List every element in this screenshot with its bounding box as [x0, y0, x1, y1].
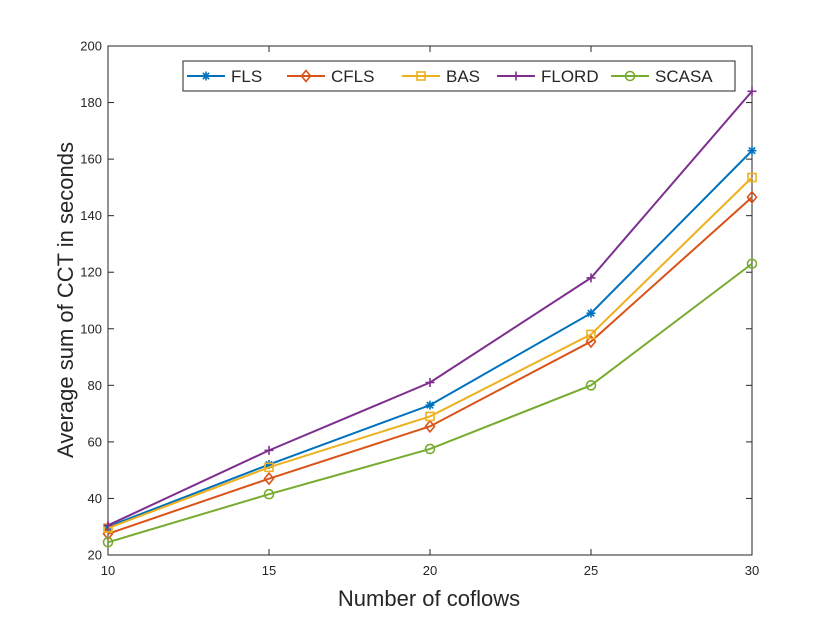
x-tick-label: 10: [101, 563, 115, 578]
x-tick-label: 20: [423, 563, 437, 578]
legend-marker-flord: [511, 71, 521, 81]
data-point-bas: [425, 411, 435, 422]
y-tick-label: 80: [88, 378, 102, 393]
legend: FLS CFLS BAS FLORD SCASA: [182, 60, 736, 92]
y-tick-label: 200: [80, 39, 102, 54]
x-tick-label: 25: [584, 563, 598, 578]
data-point-fls: [586, 308, 596, 318]
legend-label-cfls: CFLS: [331, 67, 374, 86]
x-tick-label: 15: [262, 563, 276, 578]
legend-marker-scasa: [624, 70, 636, 82]
x-axis-label: Number of coflows: [338, 586, 520, 611]
series-line-scasa: [107, 262, 753, 544]
data-point-flord: [264, 445, 274, 455]
y-tick-label: 140: [80, 208, 102, 223]
data-point-flord: [747, 86, 757, 96]
data-point-scasa: [263, 488, 275, 500]
legend-label-scasa: SCASA: [655, 67, 713, 86]
data-point-scasa: [585, 380, 597, 391]
data-point-fls: [425, 400, 435, 410]
data-point-scasa: [424, 443, 436, 455]
data-point-scasa: [746, 258, 758, 270]
axes: 10 15 20 25 30 20 40 60 80 100 120 140 160 180 200: [80, 39, 759, 579]
y-axis-label: Average sum of CCT in seconds: [53, 142, 78, 458]
data-point-scasa: [102, 536, 114, 548]
data-point-bas: [747, 172, 757, 183]
x-tick-label: 30: [745, 563, 759, 578]
y-tick-label: 100: [80, 321, 102, 336]
y-tick-label: 180: [80, 95, 102, 110]
data-point-fls: [747, 146, 757, 156]
data-point-flord: [103, 520, 113, 530]
legend-marker-cfls: [300, 69, 312, 83]
series-group: [102, 86, 758, 548]
data-point-cfls: [746, 190, 758, 205]
data-point-cfls: [585, 334, 597, 349]
data-point-cfls: [263, 471, 275, 486]
legend-marker-fls: [201, 71, 211, 81]
y-tick-label: 60: [88, 434, 102, 449]
series-line-bas: [107, 176, 753, 530]
legend-label-bas: BAS: [446, 67, 480, 86]
data-point-bas: [586, 329, 596, 340]
data-point-flord: [586, 273, 596, 283]
plot-area-frame: [107, 45, 753, 556]
legend-marker-bas: [416, 71, 426, 81]
series-line-cfls: [107, 196, 753, 535]
y-tick-label: 160: [80, 152, 102, 167]
data-point-bas: [264, 462, 274, 473]
legend-label-fls: FLS: [231, 67, 262, 86]
y-tick-label: 120: [80, 265, 102, 280]
data-point-flord: [425, 378, 435, 388]
y-tick-label: 40: [88, 491, 102, 506]
y-tick-label: 20: [88, 548, 102, 563]
legend-label-flord: FLORD: [541, 67, 599, 86]
data-point-cfls: [424, 419, 436, 434]
